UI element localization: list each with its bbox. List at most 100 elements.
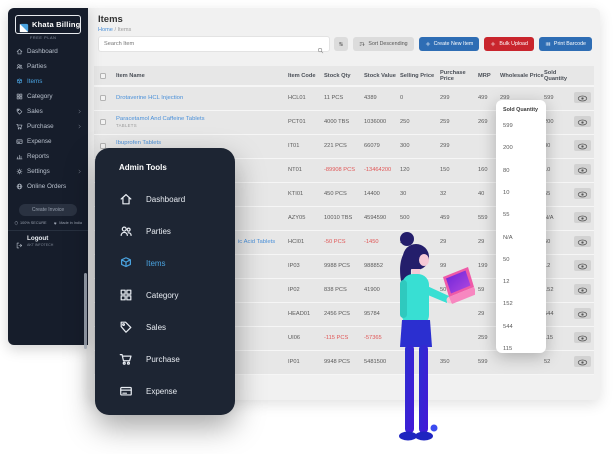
stock-qty-cell: 9988 PCS bbox=[324, 254, 364, 279]
item-name-link[interactable]: ic Acid Tablets bbox=[238, 239, 276, 245]
admin-menu-item-label: Sales bbox=[146, 322, 167, 332]
column-header-sold-quantity[interactable]: Sold Quantity bbox=[544, 66, 574, 87]
breadcrumb-home-link[interactable]: Home bbox=[98, 27, 113, 33]
admin-menu-item-sales[interactable]: Sales bbox=[119, 320, 166, 334]
search-icon[interactable] bbox=[317, 41, 324, 53]
column-header-item-code[interactable]: Item Code bbox=[288, 66, 324, 87]
admin-menu-item-parties[interactable]: Parties bbox=[119, 224, 171, 238]
select-all-checkbox[interactable] bbox=[100, 72, 106, 79]
items-table: Item Name Item Code Stock Qty Stock Value Se… bbox=[94, 66, 594, 375]
view-item-button[interactable] bbox=[574, 332, 591, 343]
view-item-button[interactable] bbox=[574, 308, 591, 319]
app-logo: Khata Billing bbox=[15, 15, 81, 34]
sidebar-scrollbar[interactable] bbox=[84, 273, 87, 349]
sidebar-item-category[interactable]: Category bbox=[8, 89, 88, 104]
mrp-cell: 29 bbox=[478, 302, 500, 327]
sidebar-item-label: Settings bbox=[27, 168, 50, 175]
stock-value-cell: 4594590 bbox=[364, 206, 400, 231]
stock-qty-cell: 221 PCS bbox=[324, 134, 364, 159]
stock-qty-cell: -50 PCS bbox=[324, 230, 364, 255]
selling-price-cell: 30 bbox=[400, 182, 440, 207]
purchase-price-cell bbox=[440, 326, 478, 351]
bulk-upload-button[interactable]: Bulk Upload bbox=[484, 37, 534, 51]
view-item-button[interactable] bbox=[574, 164, 591, 175]
row-actions-cell bbox=[574, 302, 594, 327]
view-item-button[interactable] bbox=[574, 356, 591, 367]
sidebar-item-items[interactable]: Items bbox=[8, 74, 88, 89]
sidebar-item-purchase[interactable]: Purchase bbox=[8, 119, 88, 134]
sidebar-item-settings[interactable]: Settings bbox=[8, 164, 88, 179]
view-item-button[interactable] bbox=[574, 188, 591, 199]
column-header-item-name[interactable]: Item Name bbox=[116, 66, 288, 87]
stock-value-cell: 1036000 bbox=[364, 110, 400, 135]
create-new-item-button[interactable]: Create New Item bbox=[418, 37, 480, 51]
admin-menu-item-items[interactable]: Items bbox=[119, 256, 166, 270]
sidebar-menu: Dashboard Parties Items Category Sales Purcha… bbox=[8, 44, 88, 194]
item-name-link[interactable]: Ibuprofen Tablets bbox=[116, 140, 162, 146]
row-checkbox[interactable] bbox=[100, 119, 106, 125]
admin-menu-item-label: Purchase bbox=[146, 354, 180, 364]
dragged-column-value: 115 bbox=[503, 346, 513, 352]
sidebar-item-online-orders[interactable]: Online Orders bbox=[8, 179, 88, 194]
stock-value-cell: 4389 bbox=[364, 86, 400, 111]
breadcrumb-current: Items bbox=[117, 27, 132, 33]
column-header-stock-value[interactable]: Stock Value bbox=[364, 66, 400, 87]
dragged-column-panel[interactable]: Sold Quantity 599 200 80 10 55 N/A 50 12 152 544 1… bbox=[496, 100, 546, 353]
column-header-wholesale-price[interactable]: Wholesale Price bbox=[500, 66, 544, 87]
column-header-actions bbox=[574, 66, 594, 87]
eye-icon bbox=[577, 330, 588, 345]
view-item-button[interactable] bbox=[574, 140, 591, 151]
row-checkbox-cell bbox=[94, 86, 116, 111]
sidebar-item-sales[interactable]: Sales bbox=[8, 104, 88, 119]
cart-icon bbox=[119, 352, 133, 366]
mrp-cell: 40 bbox=[478, 182, 500, 207]
home-icon bbox=[119, 192, 133, 206]
column-header-purchase-price[interactable]: Purchase Price bbox=[440, 66, 478, 87]
row-checkbox[interactable] bbox=[100, 95, 106, 102]
view-item-button[interactable] bbox=[574, 212, 591, 223]
sold-quantity-cell: 52 bbox=[544, 350, 574, 375]
stock-qty-cell: 11 PCS bbox=[324, 86, 364, 111]
sidebar-item-label: Sales bbox=[27, 108, 43, 115]
mrp-cell: 160 bbox=[478, 158, 500, 183]
view-item-button[interactable] bbox=[574, 260, 591, 271]
admin-menu-item-purchase[interactable]: Purchase bbox=[119, 352, 180, 366]
sidebar-item-dashboard[interactable]: Dashboard bbox=[8, 44, 88, 59]
sort-toggle-button[interactable] bbox=[334, 37, 349, 51]
chevron-right-icon bbox=[77, 124, 82, 129]
dragged-column-value: 12 bbox=[503, 279, 510, 286]
create-invoice-button[interactable]: Create Invoice bbox=[19, 204, 77, 216]
sort-descending-button[interactable]: Sort Descending bbox=[353, 37, 414, 51]
column-header-stock-qty[interactable]: Stock Qty bbox=[324, 66, 364, 87]
sidebar-item-reports[interactable]: Reports bbox=[8, 149, 88, 164]
search-input[interactable] bbox=[99, 41, 317, 47]
shield-icon bbox=[14, 221, 19, 226]
item-name-link[interactable]: Drotaverine HCL Injection bbox=[116, 95, 184, 102]
mrp-cell: 259 bbox=[478, 326, 500, 351]
sidebar-item-expense[interactable]: Expense bbox=[8, 134, 88, 149]
admin-menu-item-dashboard[interactable]: Dashboard bbox=[119, 192, 185, 206]
item-name-link[interactable]: Paracetamol And Caffeine Tablets bbox=[116, 116, 205, 122]
column-header-selling-price[interactable]: Selling Price bbox=[400, 66, 440, 87]
view-item-button[interactable] bbox=[574, 284, 591, 295]
box-icon bbox=[16, 78, 23, 85]
item-code-cell: NT01 bbox=[288, 158, 324, 183]
print-barcode-button[interactable]: Print Barcode bbox=[538, 37, 592, 51]
admin-menu-item-expense[interactable]: Expense bbox=[119, 384, 177, 398]
sidebar-item-label: Category bbox=[27, 93, 53, 100]
column-header-mrp[interactable]: MRP bbox=[478, 66, 500, 87]
grid-icon bbox=[119, 288, 133, 302]
view-item-button[interactable] bbox=[574, 92, 591, 104]
admin-menu-item-category[interactable]: Category bbox=[119, 288, 178, 302]
sold-quantity-cell: 10 bbox=[544, 158, 574, 183]
row-actions-cell bbox=[574, 206, 594, 231]
mrp-cell bbox=[478, 134, 500, 159]
logout-button[interactable]: Logout AKT INFOTECH bbox=[8, 229, 88, 248]
selling-price-cell: 250 bbox=[400, 110, 440, 135]
purchase-price-cell: 299 bbox=[440, 86, 478, 111]
sidebar-item-parties[interactable]: Parties bbox=[8, 59, 88, 74]
view-item-button[interactable] bbox=[574, 236, 591, 247]
eye-icon bbox=[577, 306, 588, 321]
view-item-button[interactable] bbox=[574, 116, 591, 127]
app-name: Khata Billing bbox=[32, 20, 81, 29]
